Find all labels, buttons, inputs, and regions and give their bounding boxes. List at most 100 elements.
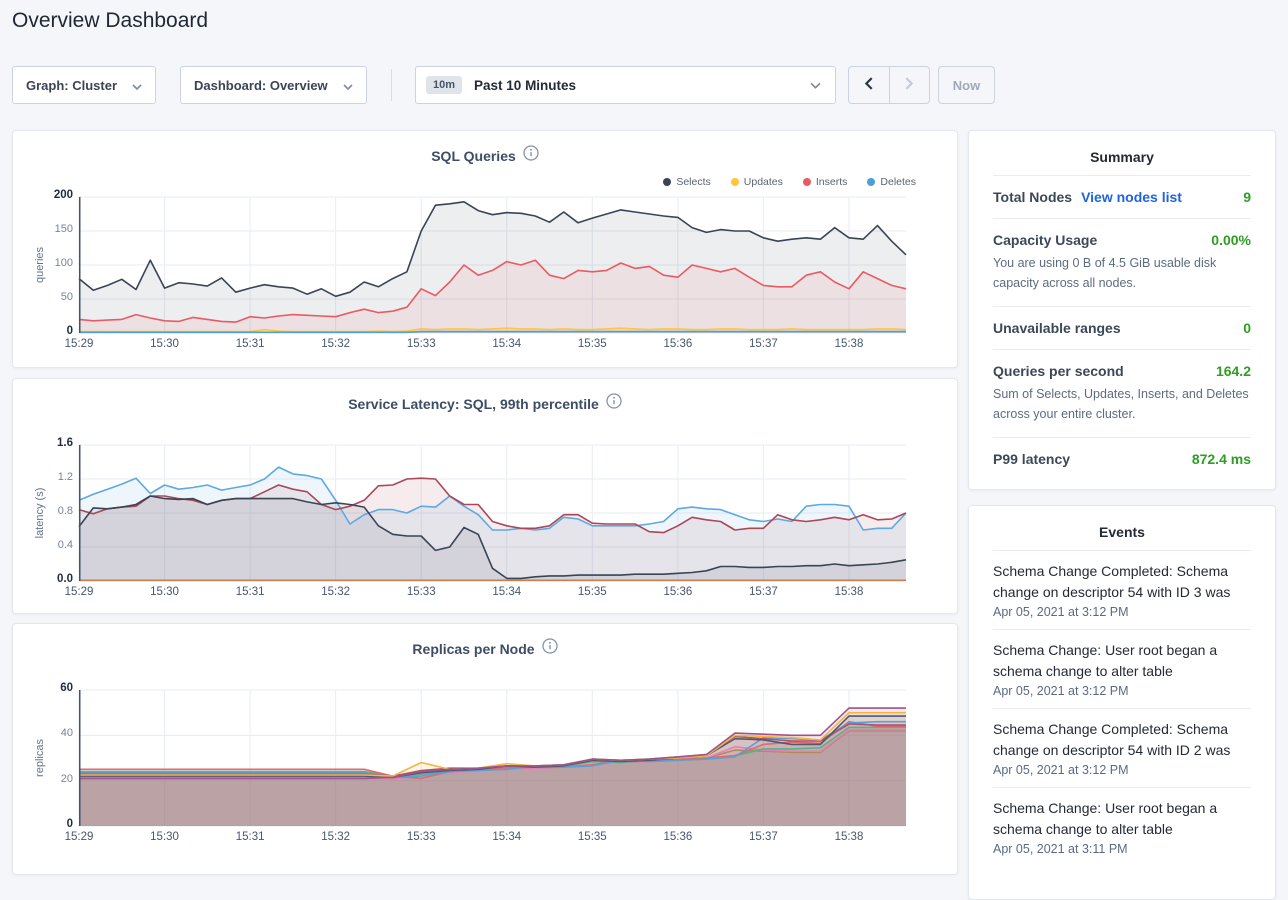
x-tick-label: 15:33 [406,338,436,350]
chart-title: Replicas per Node [412,640,535,657]
legend-item[interactable]: Selects [663,176,711,188]
x-tick-label: 15:38 [834,831,864,843]
x-tick-label: 15:29 [64,338,94,350]
x-tick-label: 15:37 [749,831,778,843]
x-tick-label: 15:38 [834,586,864,598]
y-tick-label: 60 [60,682,73,694]
x-tick-label: 15:37 [749,338,778,350]
event-text: Schema Change Completed: Schema change o… [993,721,1231,758]
next-time-button[interactable] [888,67,929,103]
y-tick-label: 0 [66,818,73,830]
legend-item[interactable]: Updates [730,176,783,188]
dashboard-dropdown[interactable]: Dashboard: Overview [180,66,367,104]
chart-card-sql-queries: SQL Queries Selects Updates Inserts Deletes… [12,130,958,368]
summary-value: 0.00% [1211,232,1251,248]
event-timestamp: Apr 05, 2021 at 3:12 PM [993,605,1129,619]
y-tick-label: 0.8 [57,505,73,517]
x-tick-label: 15:36 [663,831,693,843]
x-axis-ticks: 15:29 15:30 15:31 15:32 15:33 15:34 15:35 15:36… [65,586,906,602]
summary-title: Summary [1090,149,1154,165]
summary-value: 0 [1243,320,1251,336]
x-tick-label: 15:29 [64,586,94,598]
event-item: Schema Change: User root began a schema … [993,629,1251,708]
x-tick-label: 15:31 [235,831,265,843]
graph-dropdown-label: Graph: Cluster [26,77,118,93]
x-axis-ticks: 15:29 15:30 15:31 15:32 15:33 15:34 15:35 15:36… [65,831,906,847]
info-icon[interactable] [541,638,558,659]
y-tick-label: 1.2 [57,471,73,483]
chart-plot [78,196,907,334]
summary-label: P99 latency [993,451,1071,467]
y-tick-label: 0.0 [57,573,73,585]
summary-row-total-nodes: Total Nodes View nodes list 9 [993,175,1251,218]
x-tick-label: 15:30 [150,338,179,350]
y-tick-label: 50 [60,291,73,303]
page-title: Overview Dashboard [12,9,209,32]
graph-dropdown[interactable]: Graph: Cluster [12,66,156,104]
legend-label: Selects [676,176,711,188]
x-tick-label: 15:34 [492,831,522,843]
y-tick-label: 20 [60,772,73,785]
chart-title: SQL Queries [431,147,516,164]
x-axis-ticks: 15:29 15:30 15:31 15:32 15:33 15:34 15:35 15:36… [65,338,906,354]
y-tick-label: 1.6 [57,437,73,449]
legend-item[interactable]: Inserts [802,176,847,188]
chevron-down-icon [810,76,821,94]
y-tick-label: 0.4 [57,539,73,551]
summary-description: You are using 0 B of 4.5 GiB usable disk… [993,256,1217,290]
event-item: Schema Change: User root began a schema … [993,787,1251,866]
view-nodes-list-link[interactable]: View nodes list [1081,189,1182,205]
summary-description: Sum of Selects, Updates, Inserts, and De… [993,387,1249,421]
chart-card-service-latency: Service Latency: SQL, 99th percentile la… [12,378,958,614]
x-tick-label: 15:30 [150,831,179,843]
y-tick-label: 200 [53,189,73,201]
summary-value: 9 [1243,189,1251,205]
x-tick-label: 15:29 [64,831,94,843]
chevron-left-icon [864,77,874,93]
x-tick-label: 15:30 [150,586,179,598]
event-item: Schema Change Completed: Schema change o… [993,708,1251,787]
legend-item[interactable]: Deletes [867,176,916,188]
time-range-label: Past 10 Minutes [474,77,577,93]
event-timestamp: Apr 05, 2021 at 3:12 PM [993,684,1129,698]
chevron-right-icon [905,77,914,93]
previous-time-button[interactable] [849,67,889,103]
summary-panel: Summary Total Nodes View nodes list 9 Ca… [968,130,1276,490]
y-axis-ticks: 0 50 100 150 200 [13,131,73,367]
summary-row-p99-latency: P99 latency 872.4 ms [993,437,1251,480]
summary-row-queries-per-second: Queries per second 164.2 Sum of Selects,… [993,349,1251,437]
x-tick-label: 15:31 [235,586,265,598]
summary-value: 872.4 ms [1191,451,1251,467]
event-item: Schema Change Completed: Schema change o… [993,550,1251,629]
summary-value: 164.2 [1215,363,1251,379]
event-text: Schema Change: User root began a schema … [993,642,1218,679]
chevron-down-icon [132,78,142,93]
y-tick-label: 40 [60,727,73,740]
summary-label: Total Nodes [993,189,1073,205]
legend-label: Updates [743,176,783,188]
y-tick-label: 100 [54,257,73,269]
chart-plot [78,689,906,827]
info-icon[interactable] [606,393,622,414]
time-nav-group [848,66,930,104]
y-tick-label: 0 [66,325,73,337]
toolbar-divider [391,69,392,101]
x-tick-label: 15:35 [577,338,607,350]
chart-plot [78,444,907,582]
x-tick-label: 15:36 [663,586,693,598]
legend-dot-icon [663,178,672,186]
x-tick-label: 15:37 [749,586,778,598]
summary-row-capacity-usage: Capacity Usage 0.00% You are using 0 B o… [993,218,1251,306]
x-tick-label: 15:31 [235,338,265,350]
x-tick-label: 15:33 [406,831,436,843]
x-tick-label: 15:32 [321,338,351,350]
event-text: Schema Change: User root began a schema … [993,800,1218,837]
chart-card-replicas-per-node: Replicas per Node replicas 0 20 40 60 15:29… [12,623,958,875]
time-range-selector[interactable]: 10m Past 10 Minutes [415,66,836,104]
y-axis-ticks: 0 20 40 60 [13,624,73,874]
x-tick-label: 15:32 [321,831,351,843]
y-tick-label: 150 [54,223,73,235]
legend-label: Deletes [880,176,916,188]
info-icon[interactable] [523,145,539,166]
now-button[interactable]: Now [938,66,995,104]
